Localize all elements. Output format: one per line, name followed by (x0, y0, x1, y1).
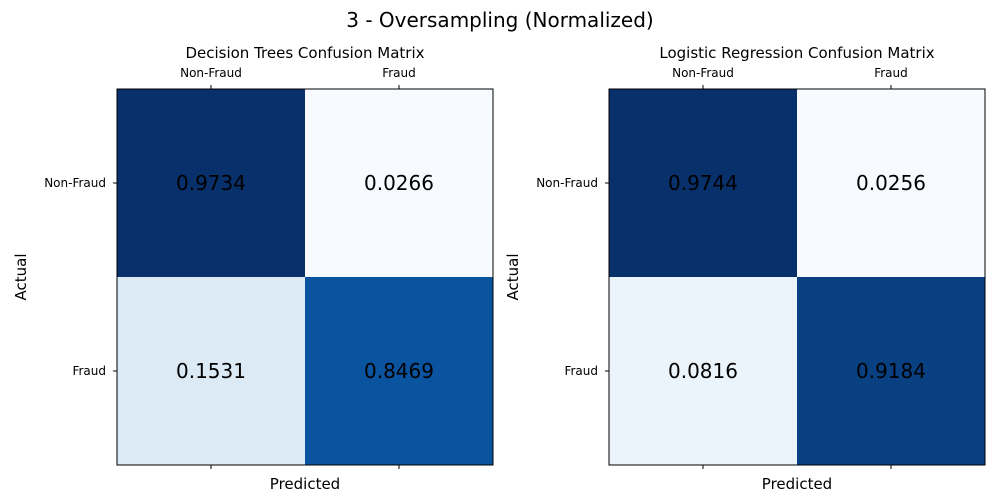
cell-value-label: 0.0256 (856, 171, 926, 195)
heatmap-cell (117, 89, 305, 277)
heatmap-cell (797, 89, 985, 277)
heatmap-cell (117, 277, 305, 465)
heatmap-cell (305, 277, 493, 465)
confusion-matrix-panel: 0.9734 0.0266 0.1531 0.8469 Decision Trees C… (12, 44, 494, 493)
y-axis-label: Actual (12, 254, 30, 301)
cell-value-label: 0.9184 (856, 359, 926, 383)
x-tick-label: Fraud (382, 66, 416, 80)
heatmap-cell (609, 277, 797, 465)
chart-panels: 0.9734 0.0266 0.1531 0.8469 Decision Trees C… (12, 44, 986, 493)
cell-value-label: 0.8469 (364, 359, 434, 383)
cell-value-label: 0.9744 (668, 171, 738, 195)
x-axis-label: Predicted (270, 475, 340, 493)
cell-value-label: 0.1531 (176, 359, 246, 383)
x-tick-label: Fraud (874, 66, 908, 80)
figure-title: 3 - Oversampling (Normalized) (346, 8, 653, 32)
cell-value-label: 0.0816 (668, 359, 738, 383)
confusion-matrix-panel: 0.9744 0.0256 0.0816 0.9184 Logistic Regress… (504, 44, 986, 493)
y-axis-label: Actual (504, 254, 522, 301)
heatmap-cell (609, 89, 797, 277)
x-tick-label: Non-Fraud (672, 66, 734, 80)
y-tick-label: Non-Fraud (44, 176, 106, 190)
heatmap-cell (797, 277, 985, 465)
cell-value-label: 0.0266 (364, 171, 434, 195)
y-tick-label: Non-Fraud (536, 176, 598, 190)
y-tick-label: Fraud (564, 364, 598, 378)
axes-frame (116, 88, 494, 466)
x-axis-label: Predicted (762, 475, 832, 493)
x-tick-label: Non-Fraud (180, 66, 242, 80)
chart-title: Logistic Regression Confusion Matrix (659, 44, 934, 62)
axes-frame (608, 88, 986, 466)
y-tick-label: Fraud (72, 364, 106, 378)
cell-value-label: 0.9734 (176, 171, 246, 195)
chart-title: Decision Trees Confusion Matrix (185, 44, 424, 62)
heatmap-cell (305, 89, 493, 277)
